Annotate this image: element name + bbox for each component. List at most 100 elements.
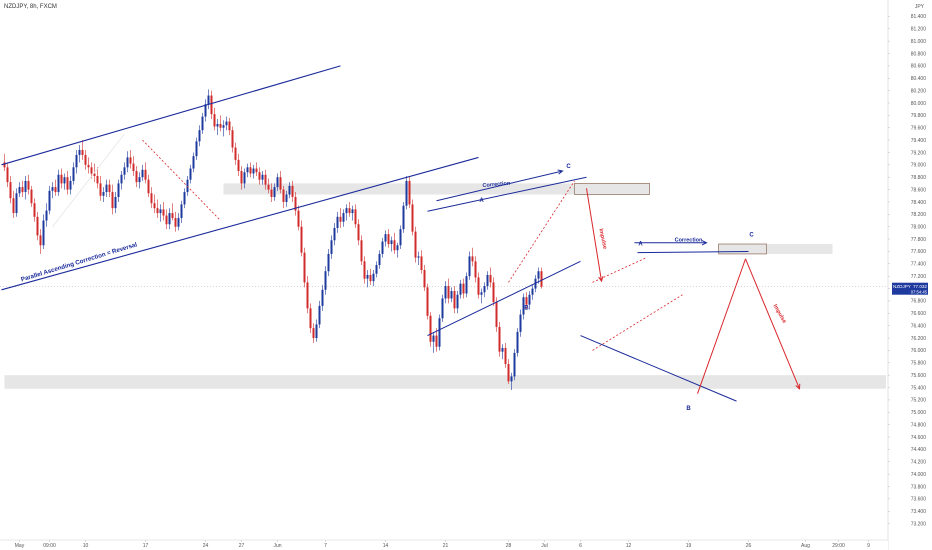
candle-body [18, 187, 21, 194]
candle [66, 171, 69, 195]
candle [171, 203, 174, 221]
candle-body [474, 261, 477, 278]
candle [357, 219, 360, 246]
candle-body [264, 174, 267, 185]
candle [237, 153, 240, 176]
candle-body [93, 173, 96, 176]
candle [258, 167, 261, 185]
candle-body [303, 252, 306, 283]
arrow-0 [436, 169, 564, 202]
zone-4 [718, 243, 767, 255]
candle-body [261, 174, 264, 180]
candle [384, 230, 387, 247]
time-tick-label: 17 [143, 543, 149, 549]
candle-body [510, 376, 513, 382]
candle [471, 247, 474, 267]
zones-layer [4, 182, 886, 389]
price-tick-label: 76.200 [911, 336, 927, 342]
candle [366, 270, 369, 288]
candle [129, 149, 132, 169]
candle-body [357, 224, 360, 241]
candle [408, 175, 411, 209]
annotation-label: A [638, 241, 643, 247]
candle [324, 266, 327, 295]
candle-body [450, 291, 453, 299]
candle [405, 175, 408, 210]
time-tick-label: 21 [443, 543, 449, 549]
candle-body [135, 171, 138, 183]
candle [123, 162, 126, 180]
symbol-label: NZDJPY, 8h, FXCM [4, 4, 57, 10]
candle-body [375, 265, 378, 274]
candle-body [33, 203, 36, 217]
price-axis-unit: JPY [915, 4, 925, 10]
candle-body [120, 174, 123, 184]
drawings-layer [1, 65, 801, 402]
candle-body [483, 286, 486, 293]
time-tick-label: 7 [324, 543, 327, 549]
annotation-label: Parallel Ascending Correction = Reversal [20, 241, 138, 283]
zone-2 [4, 375, 886, 389]
candle-body [219, 124, 222, 128]
candle-body [69, 180, 72, 190]
candle-body [171, 213, 174, 219]
candle [423, 265, 426, 292]
candle [465, 272, 468, 298]
candle [3, 153, 6, 172]
candle-body [78, 149, 81, 155]
candle-body [369, 274, 372, 282]
candle-body [423, 270, 426, 288]
candle-body [372, 273, 375, 282]
candle [501, 344, 504, 360]
candle [285, 190, 288, 207]
candle-body [492, 282, 495, 303]
candle-body [153, 203, 156, 209]
candle [36, 211, 39, 241]
candle-body [114, 197, 117, 209]
time-tick-label: 26 [746, 543, 752, 549]
candle-body [402, 205, 405, 230]
candle [312, 323, 315, 343]
price-tick-label: 80.800 [911, 51, 927, 57]
candle [375, 261, 378, 278]
candle [234, 142, 237, 165]
candle [264, 169, 267, 190]
candle [120, 171, 123, 190]
candle [396, 242, 399, 258]
candle-body [138, 177, 141, 183]
candle-body [519, 314, 522, 332]
candle [480, 288, 483, 304]
candle-body [276, 177, 279, 188]
candle [321, 284, 324, 311]
candle-body [48, 190, 51, 211]
candle [69, 175, 72, 195]
candle [339, 208, 342, 228]
candle-body [516, 331, 519, 353]
time-tick-label: 19 [686, 543, 692, 549]
candle [291, 180, 294, 202]
time-axis-bg [0, 540, 888, 550]
candle-body [435, 335, 438, 347]
candle-body [216, 124, 219, 127]
candle-body [204, 104, 207, 117]
candle-body [222, 125, 225, 128]
candle-body [459, 283, 462, 295]
candle-body [174, 218, 177, 227]
candle [282, 185, 285, 209]
candle-body [108, 184, 111, 193]
candle-body [525, 297, 528, 305]
price-tick-label: 79.200 [911, 150, 927, 156]
candle [90, 162, 93, 179]
candle-body [129, 157, 132, 164]
candle [288, 182, 291, 199]
time-tick-label: 29:00 [832, 543, 845, 549]
candle [12, 190, 15, 219]
candle [63, 173, 66, 190]
price-tick-label: 76.800 [911, 299, 927, 305]
candle [438, 314, 441, 351]
candle [411, 199, 414, 236]
candle-body [258, 172, 261, 180]
candle [243, 168, 246, 189]
price-tick-label: 77.800 [911, 237, 927, 243]
